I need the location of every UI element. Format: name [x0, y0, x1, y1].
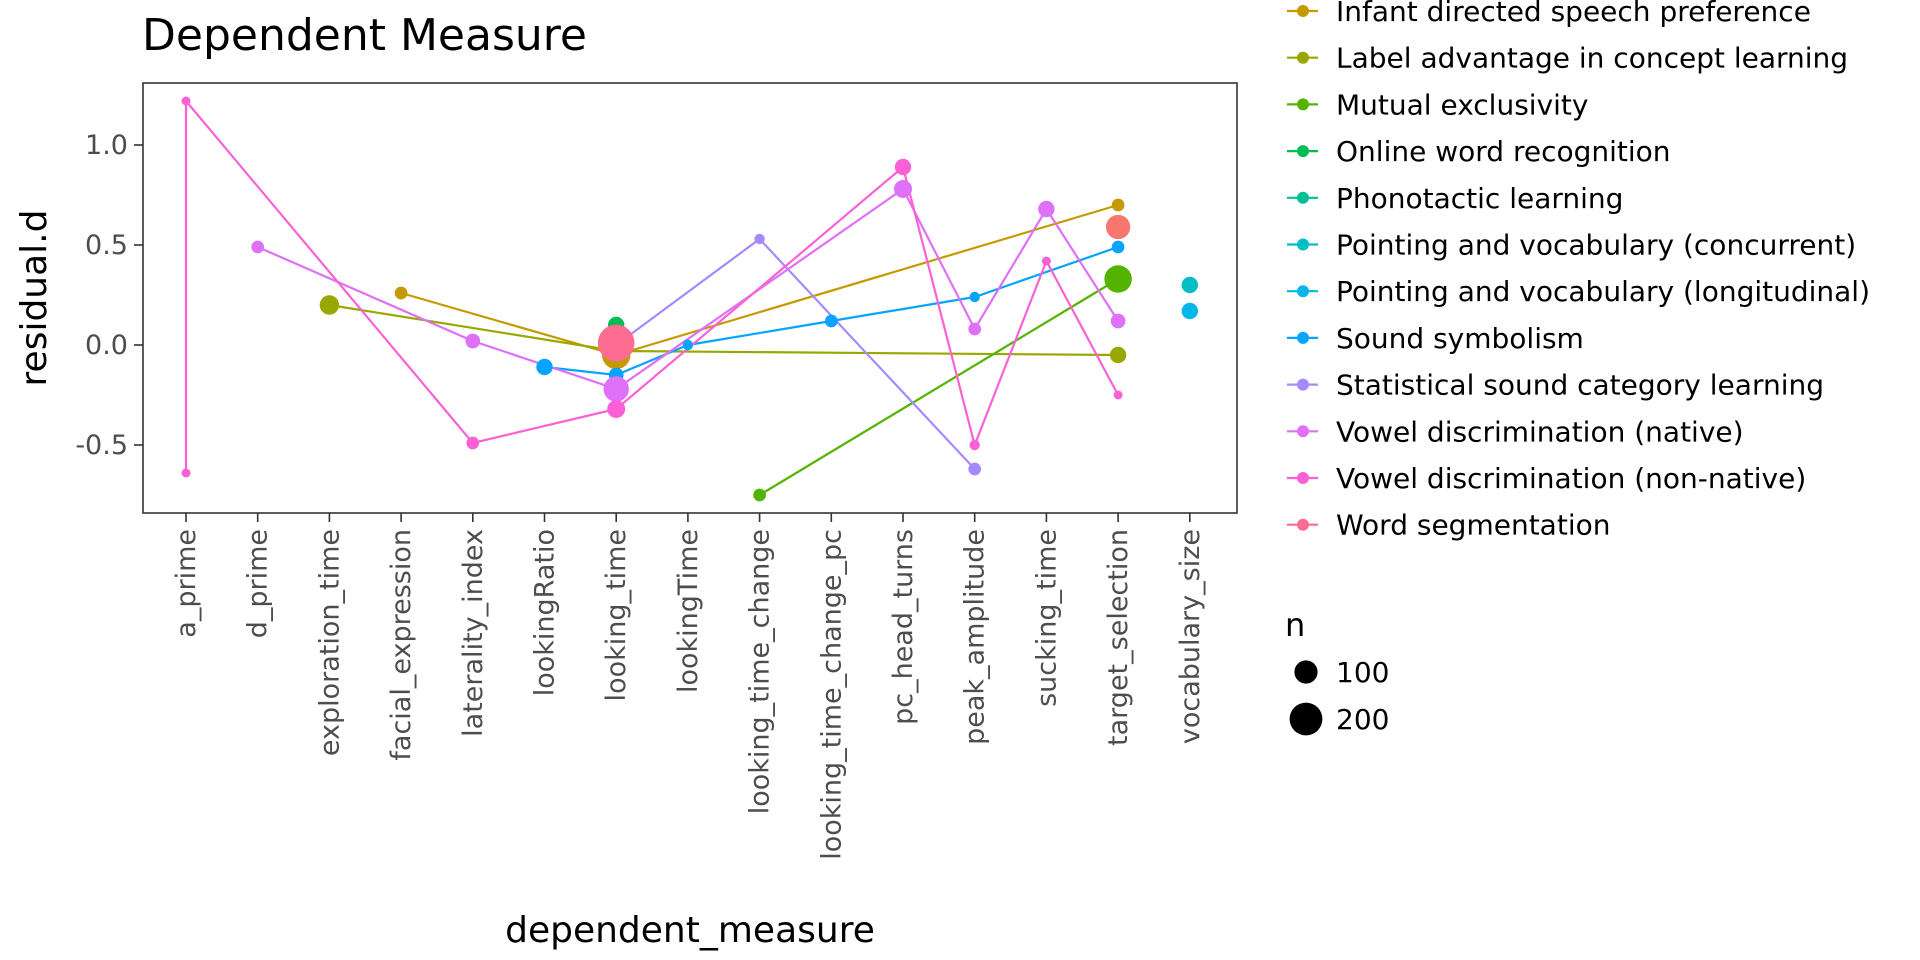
legend-key-point	[1297, 285, 1309, 298]
legend-label: Statistical sound category learning	[1336, 369, 1824, 402]
size-legend-title: n	[1285, 606, 1305, 644]
size-legend-label: 200	[1336, 703, 1389, 736]
legend-key-point	[1297, 425, 1309, 438]
legend-label: Pointing and vocabulary (longitudinal)	[1336, 275, 1870, 308]
legend-key-point	[1297, 472, 1309, 484]
x-tick-label: peak_amplitude	[960, 529, 991, 745]
data-point-10	[181, 96, 191, 106]
y-tick-label: -0.5	[75, 430, 128, 461]
data-point-7	[969, 291, 980, 303]
legend-label: Online word recognition	[1336, 135, 1671, 168]
y-tick-label: 0.5	[85, 230, 128, 261]
x-tick-label: laterality_index	[458, 529, 489, 737]
legend-key-point	[1297, 51, 1309, 64]
x-tick-label: vocabulary_size	[1175, 529, 1206, 744]
data-point-9	[603, 376, 629, 402]
legend: Infant directed speech preference Label a…	[1287, 0, 1870, 542]
legend-label: Pointing and vocabulary (concurrent)	[1336, 229, 1856, 262]
data-point-9	[1038, 200, 1055, 218]
y-tick-label: 1.0	[85, 130, 128, 161]
plot-panel-border	[142, 82, 1238, 514]
series-line-2	[759, 278, 1119, 496]
series-line-9	[257, 187, 1120, 391]
legend-label: Infant directed speech preference	[1336, 0, 1811, 28]
data-point-1	[319, 295, 340, 315]
data-point-2	[753, 488, 766, 502]
x-tick-label: sucking_time	[1031, 529, 1062, 707]
data-point-1	[1109, 346, 1127, 364]
x-tick-label: d_prime	[243, 529, 274, 638]
y-tick-label: 0.0	[85, 330, 128, 361]
data-point-0	[394, 286, 408, 300]
legend-key-point	[1297, 98, 1309, 111]
data-point-9	[894, 180, 912, 198]
chart-title: Dependent Measure	[142, 10, 587, 61]
x-tick-label: target_selection	[1103, 529, 1134, 746]
data-point-9	[251, 240, 265, 254]
data-point-6	[1181, 302, 1199, 320]
data-point-9	[968, 322, 982, 336]
data-point-10	[466, 436, 480, 450]
data-point-7	[536, 358, 553, 376]
data-point-8	[754, 233, 765, 245]
data-point-10	[607, 400, 626, 418]
y-axis-title: residual.d	[14, 210, 55, 387]
legend-key-point	[1297, 191, 1309, 204]
size-legend-key	[1289, 702, 1323, 736]
legend-label: Phonotactic learning	[1336, 182, 1623, 215]
series-line-7	[544, 245, 1119, 377]
data-point-7	[682, 339, 694, 351]
legend-key-point	[1297, 518, 1309, 531]
x-tick-label: exploration_time	[314, 529, 345, 756]
x-axis-title: dependent_measure	[505, 910, 875, 951]
size-legend-label: 100	[1336, 656, 1389, 689]
data-point-10	[1041, 256, 1051, 266]
legend-key-point	[1297, 378, 1309, 391]
x-tick-label: looking_time_change	[745, 529, 776, 814]
legend-label: Label advantage in concept learning	[1336, 42, 1848, 75]
legend-key-point	[1297, 145, 1309, 158]
x-tick-label: lookingTime	[673, 529, 704, 693]
data-point-10	[181, 468, 191, 478]
legend-label: Mutual exclusivity	[1336, 88, 1588, 121]
legend-key-point	[1297, 331, 1309, 344]
series-line-10	[184, 97, 1120, 473]
data-point-7	[824, 314, 838, 328]
legend-key-point	[1297, 238, 1309, 251]
size-legend: n 100 200	[1285, 606, 1389, 736]
data-point-10	[969, 439, 980, 451]
x-tick-label: lookingRatio	[530, 529, 561, 696]
data-point-5	[1181, 276, 1199, 294]
legend-key-point	[1297, 5, 1309, 17]
x-tick-label: looking_time_change_pc	[816, 529, 847, 860]
data-point-12	[1105, 214, 1131, 240]
data-point-10	[1113, 390, 1123, 400]
data-point-9	[465, 333, 481, 349]
x-tick-label: facial_expression	[386, 529, 417, 761]
data-point-8	[968, 462, 982, 476]
data-point-0	[1111, 198, 1125, 212]
legend-label: Vowel discrimination (native)	[1336, 415, 1744, 448]
x-tick-label: pc_head_turns	[888, 529, 919, 725]
data-point-10	[894, 158, 912, 176]
size-legend-key	[1294, 660, 1318, 684]
data-point-11	[597, 324, 635, 362]
plot-area: -0.5 0.0 0.5 1.0 a_prime d_prime exploration_t…	[75, 82, 1238, 860]
data-point-7	[1111, 240, 1125, 254]
data-point-2	[1104, 265, 1132, 293]
data-point-9	[1110, 313, 1126, 329]
legend-label: Word segmentation	[1336, 509, 1610, 542]
legend-label: Vowel discrimination (non-native)	[1336, 462, 1806, 495]
legend-label: Sound symbolism	[1336, 322, 1584, 355]
x-tick-label: a_prime	[171, 529, 202, 638]
x-tick-label: looking_time	[601, 529, 632, 701]
